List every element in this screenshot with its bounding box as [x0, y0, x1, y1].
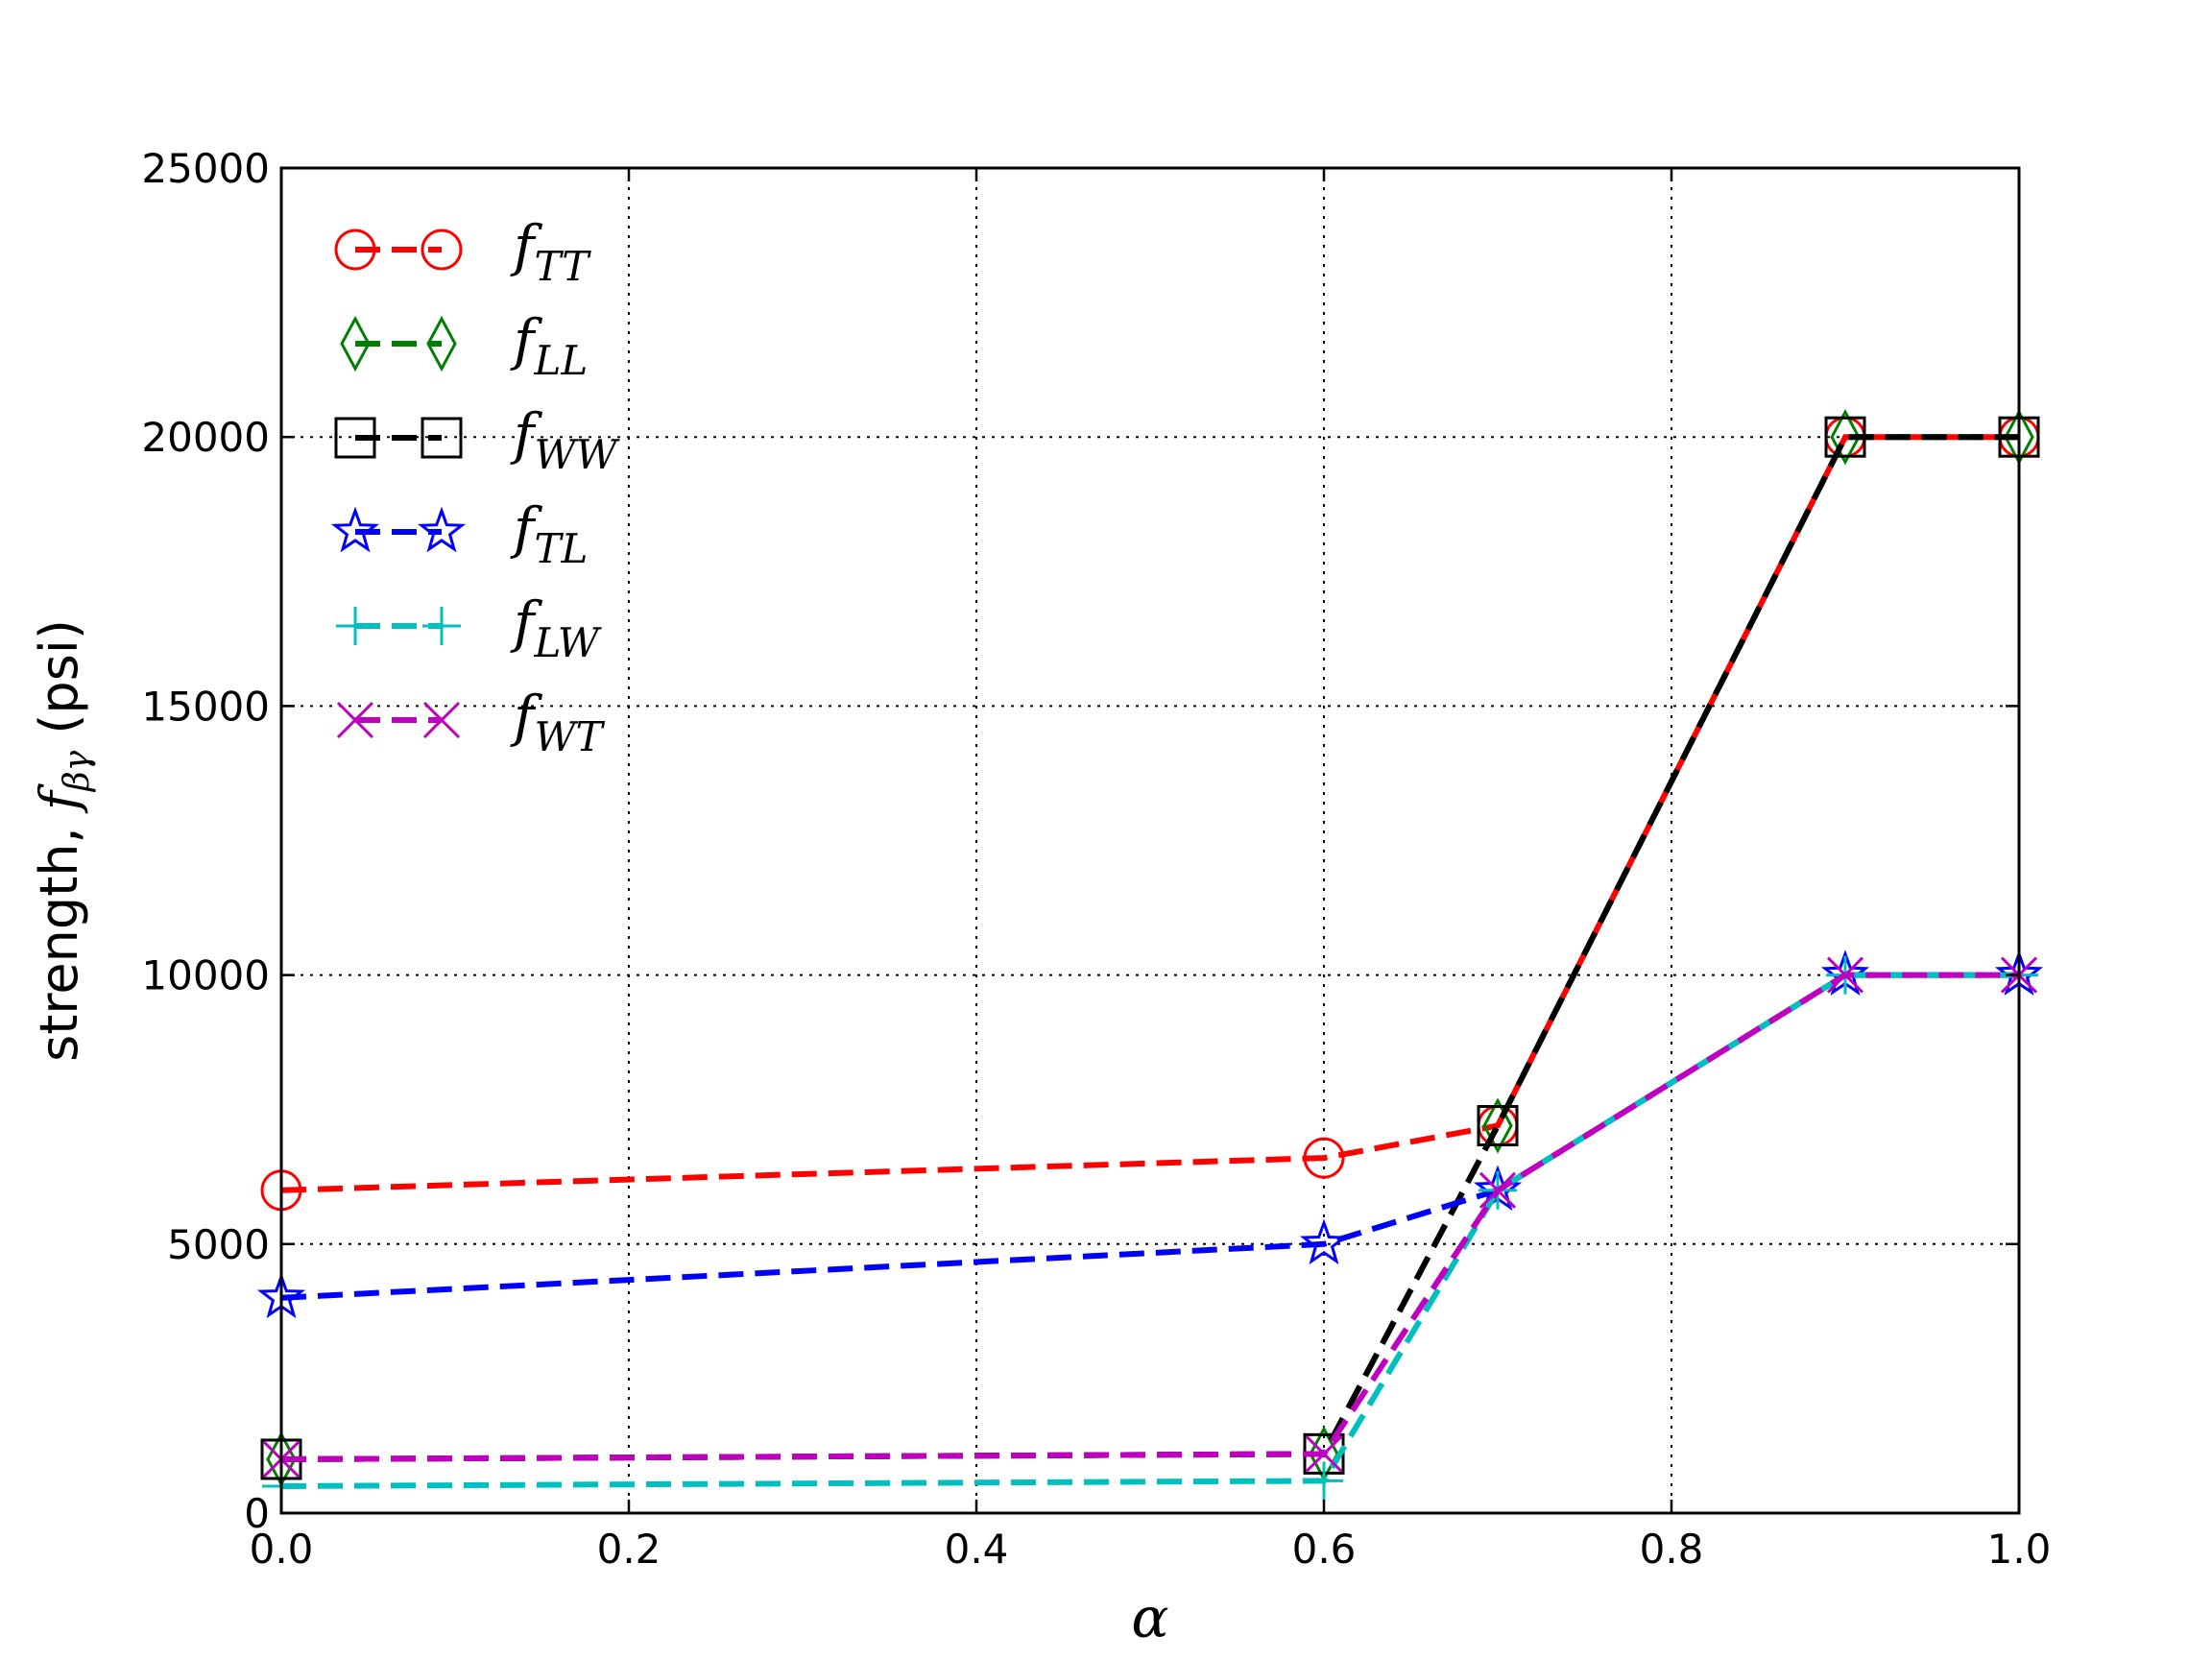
legend-item-lw: fLW [336, 589, 603, 666]
y-tick-label: 25000 [141, 145, 270, 192]
data-point-wt [1826, 956, 1864, 994]
legend-marker [422, 701, 461, 739]
y-axis-label-prefix: strength, [29, 810, 89, 1062]
y-tick-label: 5000 [167, 1221, 270, 1268]
series-line-wt [280, 972, 2019, 1462]
legend-marker [334, 417, 376, 459]
series-lw [262, 955, 2038, 1505]
data-point-ll [1830, 409, 1861, 466]
y-tick-label: 20000 [141, 414, 270, 461]
x-tick-label: 0.4 [945, 1526, 1009, 1573]
svg-text:strength, fβγ (psi): strength, fβγ (psi) [29, 619, 97, 1062]
legend-marker [334, 228, 376, 271]
x-tick-label: 0.6 [1292, 1526, 1357, 1573]
plot-frame [279, 166, 2021, 1515]
x-axis-label: α [1131, 1585, 1168, 1650]
series-line-lw [280, 972, 2019, 1489]
series-wt [262, 956, 2038, 1479]
legend-label: fLL [510, 307, 588, 384]
data-point-wt [1305, 1435, 1343, 1473]
series-line-ll [280, 434, 2019, 1462]
data-point-tl [1299, 1218, 1349, 1265]
legend-marker [417, 506, 467, 553]
legend-label: fWT [510, 684, 606, 760]
legend-label: fTL [510, 495, 588, 572]
grid [281, 168, 2019, 1513]
legend-marker [426, 315, 457, 373]
legend-marker [421, 417, 463, 459]
series-tl [256, 950, 2044, 1319]
series-line-tl [280, 972, 2019, 1301]
series-ww [260, 416, 2040, 1480]
x-tick-label: 1.0 [1987, 1526, 2052, 1573]
y-tick-label: 15000 [141, 683, 270, 730]
y-axis-label: strength, fβγ (psi) [29, 619, 97, 1062]
legend-label: fTT [510, 213, 591, 290]
data-point-ll [1482, 1097, 1513, 1154]
legend-item-ll: fLL [340, 307, 588, 384]
y-tick-label: 0 [244, 1490, 270, 1537]
data-point-wt [1479, 1171, 1517, 1209]
legend-item-tt: fTT [334, 213, 591, 290]
data-point-tt [1303, 1137, 1345, 1179]
series-layer [256, 409, 2044, 1505]
legend: fTT fLL fWW fTL fLW fWT [330, 213, 621, 760]
y-axis-label-suffix: (psi) [29, 619, 89, 751]
data-point-ww [1477, 1105, 1519, 1147]
legend-item-ww: fWW [334, 401, 621, 478]
x-tick-label: 0.2 [597, 1526, 661, 1573]
y-axis-label-subscript: βγ [58, 750, 97, 793]
x-tick-label: 0.0 [250, 1526, 314, 1573]
legend-marker [336, 701, 374, 739]
legend-marker [422, 607, 461, 645]
legend-label: fLW [510, 589, 603, 666]
legend-marker [336, 607, 374, 645]
legend-marker [330, 506, 380, 553]
legend-item-wt: fWT [336, 684, 606, 760]
y-tick-label: 10000 [141, 952, 270, 999]
legend-marker [421, 228, 463, 271]
data-point-lw [1305, 1461, 1343, 1501]
legend-label: fWW [510, 401, 621, 478]
series-ll [266, 409, 2034, 1488]
series-line-ww [280, 434, 2019, 1462]
legend-marker [340, 315, 371, 373]
legend-item-tl: fTL [330, 495, 588, 572]
data-point-ww [1824, 416, 1866, 458]
x-tick-label: 0.8 [1640, 1526, 1704, 1573]
axis-ticks: 0.0 0.2 0.4 0.6 0.8 1.0 0 5000 10000 15000 20000 25… [141, 145, 2051, 1573]
